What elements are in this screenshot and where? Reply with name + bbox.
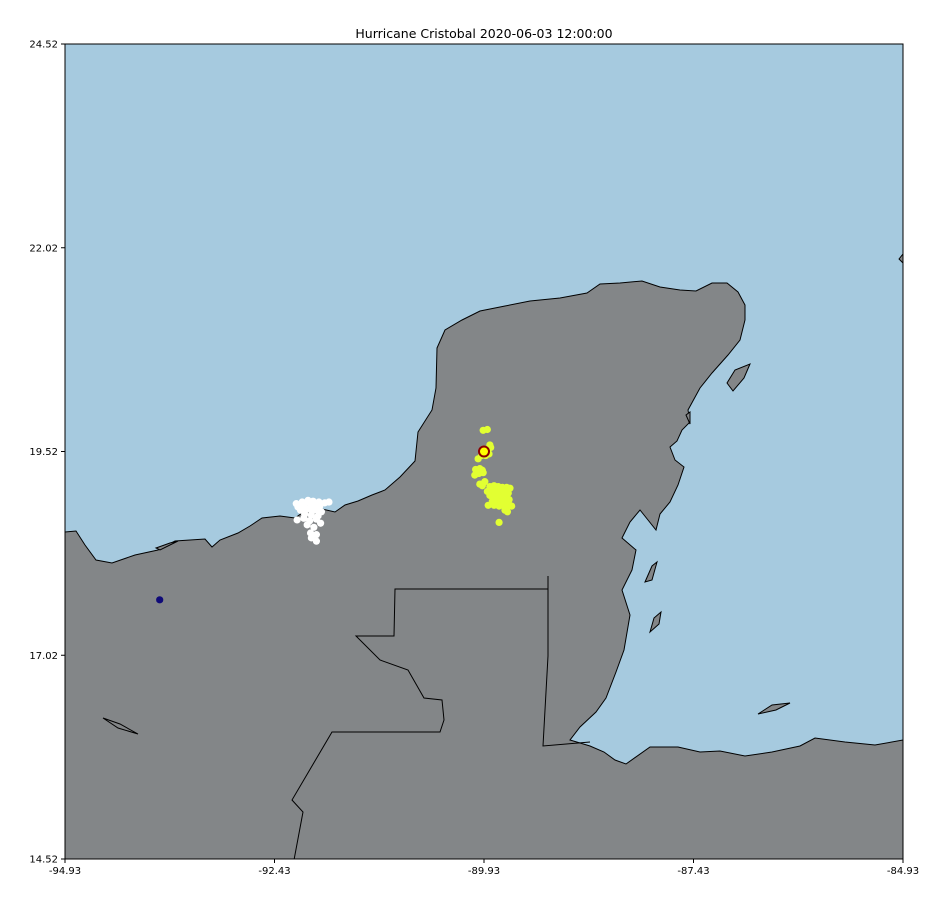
scatter-point-series-2 — [484, 501, 492, 509]
country-border-mexico-guatemala — [291, 588, 548, 859]
scatter-point-series-1 — [293, 516, 301, 524]
scatter-point-series-2 — [478, 482, 486, 490]
scatter-point-series-2 — [474, 455, 482, 463]
y-axis: 24.52 22.02 19.52 17.02 14.52 — [29, 40, 65, 866]
scatter-point-series-1 — [307, 511, 315, 519]
x-axis: -94.93 -92.43 -89.93 -87.43 -84.93 — [49, 859, 919, 877]
belize-caye-1 — [644, 560, 658, 583]
scatter-point-series-1 — [312, 537, 320, 545]
x-tick-label: -84.93 — [887, 866, 919, 877]
scatter-point-series-3 — [156, 596, 164, 604]
cozumel-island — [726, 363, 751, 392]
bay-island — [757, 702, 791, 715]
scatter-point-series-1 — [311, 500, 319, 508]
x-tick-label: -94.93 — [49, 866, 81, 877]
mainland-landmass — [65, 280, 903, 859]
belize-caye-2 — [649, 610, 662, 634]
x-tick-label: -92.43 — [258, 866, 290, 877]
scatter-point-series-1 — [303, 498, 311, 506]
scatter-point-series-2 — [508, 502, 516, 510]
country-border-belize — [542, 576, 591, 747]
x-tick-label: -87.43 — [677, 866, 709, 877]
y-tick-label: 24.52 — [29, 40, 58, 51]
x-tick-label: -89.93 — [468, 866, 500, 877]
scatter-point-series-1 — [303, 521, 311, 529]
scatter-point-series-2 — [483, 425, 491, 434]
pacific-islet — [102, 717, 139, 735]
scatter-point-series-1 — [325, 498, 333, 506]
islet-east — [898, 253, 903, 264]
y-tick-label: 19.52 — [29, 447, 58, 458]
scatter-point-series-2 — [479, 469, 487, 477]
points-layer — [156, 425, 516, 604]
land-layer — [65, 253, 903, 859]
storm-center-marker — [478, 445, 490, 458]
y-tick-label: 17.02 — [29, 651, 58, 662]
scatter-point-series-1 — [310, 523, 318, 531]
scatter-point-series-2 — [495, 518, 503, 527]
y-tick-label: 22.02 — [29, 243, 58, 254]
y-tick-label: 14.52 — [29, 855, 58, 866]
barrier-island — [154, 540, 179, 551]
storm-center-layer — [478, 445, 490, 458]
scatter-point-series-2 — [503, 508, 512, 516]
map-title: Hurricane Cristobal 2020-06-03 12:00:00 — [355, 26, 613, 41]
scatter-point-series-1 — [316, 519, 325, 527]
small-island — [685, 411, 691, 425]
scatter-point-series-1 — [300, 514, 308, 522]
